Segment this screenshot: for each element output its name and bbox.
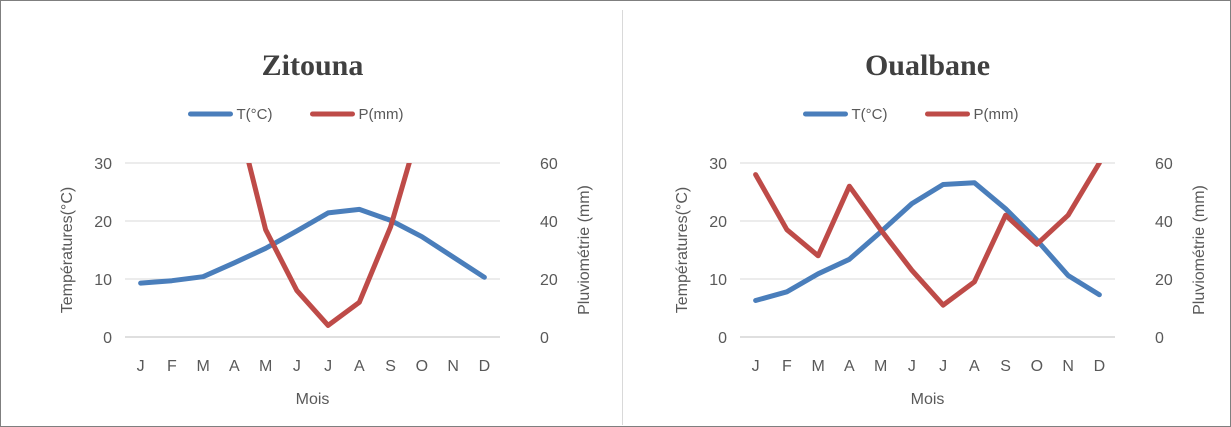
y2-tick-label: 0	[540, 330, 549, 347]
x-tick-label: J	[293, 358, 301, 375]
x-tick-label: N	[1062, 358, 1074, 375]
x-tick-label: S	[1000, 358, 1011, 375]
series-line-precipitation	[753, 163, 1102, 308]
x-tick-label: O	[1031, 358, 1043, 375]
x-tick-label: M	[874, 358, 887, 375]
legend-label-temperature: T(°C)	[237, 106, 273, 123]
legend-label-precipitation: P(mm)	[974, 106, 1019, 123]
x-tick-label: A	[229, 358, 240, 375]
x-tick-label: S	[385, 358, 396, 375]
chart-zitouna: Zitouna T(°C) P(mm) 0 10 20 30 0 20 40 60 J F M A M J J A S…	[10, 0, 622, 427]
x-tick-label: M	[811, 358, 824, 375]
y2-tick-label: 0	[1155, 330, 1164, 347]
y-axis-label: Températures(°C)	[59, 187, 76, 313]
x-tick-label: J	[939, 358, 947, 375]
y2-tick-label: 60	[1155, 156, 1173, 173]
y-tick-label: 30	[94, 156, 112, 173]
x-tick-label: F	[167, 358, 177, 375]
x-tick-label: A	[969, 358, 980, 375]
chart-title: Zitouna	[262, 49, 364, 82]
y2-tick-label: 60	[540, 156, 558, 173]
x-axis-label: Mois	[911, 391, 945, 408]
y-tick-label: 20	[709, 214, 727, 231]
chart-oualbane: Oualbane T(°C) P(mm) 0 10 20 30 0 20 40 60 J F M A M J J A…	[625, 0, 1231, 427]
y-tick-label: 10	[94, 272, 112, 289]
y2-axis-label: Pluviométrie (mm)	[576, 185, 593, 315]
x-tick-label: J	[908, 358, 916, 375]
x-tick-label: O	[416, 358, 428, 375]
x-tick-label: J	[137, 358, 145, 375]
y2-tick-label: 40	[1155, 214, 1173, 231]
series-line-temperature	[753, 180, 1102, 303]
y-tick-label: 0	[718, 330, 727, 347]
y2-axis-label: Pluviométrie (mm)	[1191, 185, 1208, 315]
y2-tick-label: 20	[540, 272, 558, 289]
x-tick-label: D	[479, 358, 491, 375]
y2-tick-label: 20	[1155, 272, 1173, 289]
series-line-temperature	[138, 206, 487, 286]
chart-svg: Oualbane T(°C) P(mm) 0 10 20 30 0 20 40 60 J F M A M J J A…	[674, 49, 1208, 408]
chart-title: Oualbane	[865, 49, 990, 82]
x-tick-label: A	[354, 358, 365, 375]
x-tick-label: M	[196, 358, 209, 375]
x-axis-label: Mois	[296, 391, 330, 408]
y-tick-label: 30	[709, 156, 727, 173]
legend: T(°C) P(mm)	[803, 106, 1019, 123]
y-tick-label: 10	[709, 272, 727, 289]
chart-svg: Zitouna T(°C) P(mm) 0 10 20 30 0 20 40 60 J F M A M J J A S…	[59, 49, 593, 408]
x-tick-label: N	[447, 358, 459, 375]
x-tick-label: J	[324, 358, 332, 375]
y-tick-label: 0	[103, 330, 112, 347]
y2-tick-label: 40	[540, 214, 558, 231]
y-tick-label: 20	[94, 214, 112, 231]
legend-label-precipitation: P(mm)	[359, 106, 404, 123]
legend: T(°C) P(mm)	[188, 106, 404, 123]
x-tick-label: M	[259, 358, 272, 375]
y-axis-label: Températures(°C)	[674, 187, 691, 313]
x-tick-label: F	[782, 358, 792, 375]
x-tick-label: A	[844, 358, 855, 375]
x-tick-label: D	[1094, 358, 1106, 375]
legend-label-temperature: T(°C)	[852, 106, 888, 123]
x-tick-label: J	[752, 358, 760, 375]
panel-divider	[622, 10, 623, 425]
series-line-precipitation	[246, 163, 412, 328]
